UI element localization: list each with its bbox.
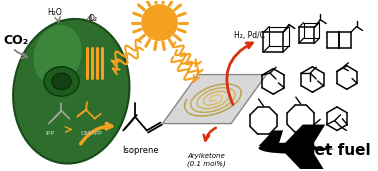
- Text: Jet fuel: Jet fuel: [310, 143, 372, 157]
- Text: IPP: IPP: [45, 131, 54, 136]
- Text: CO₂: CO₂: [4, 34, 29, 47]
- Polygon shape: [259, 130, 283, 146]
- Circle shape: [142, 5, 177, 40]
- Polygon shape: [283, 124, 325, 145]
- Text: Isoprene: Isoprene: [122, 146, 159, 155]
- Ellipse shape: [34, 25, 82, 85]
- Ellipse shape: [44, 67, 79, 96]
- Polygon shape: [318, 147, 335, 151]
- Polygon shape: [163, 75, 266, 124]
- Text: DMAPP: DMAPP: [80, 131, 102, 136]
- Ellipse shape: [259, 143, 318, 154]
- Text: H₂, Pd/C: H₂, Pd/C: [234, 31, 265, 40]
- Polygon shape: [283, 151, 325, 171]
- Ellipse shape: [13, 19, 129, 163]
- Text: H₂O: H₂O: [47, 8, 62, 17]
- Text: Arylketone
(0.1 mol%): Arylketone (0.1 mol%): [187, 153, 226, 167]
- Ellipse shape: [52, 73, 71, 90]
- Text: O₂: O₂: [88, 14, 98, 23]
